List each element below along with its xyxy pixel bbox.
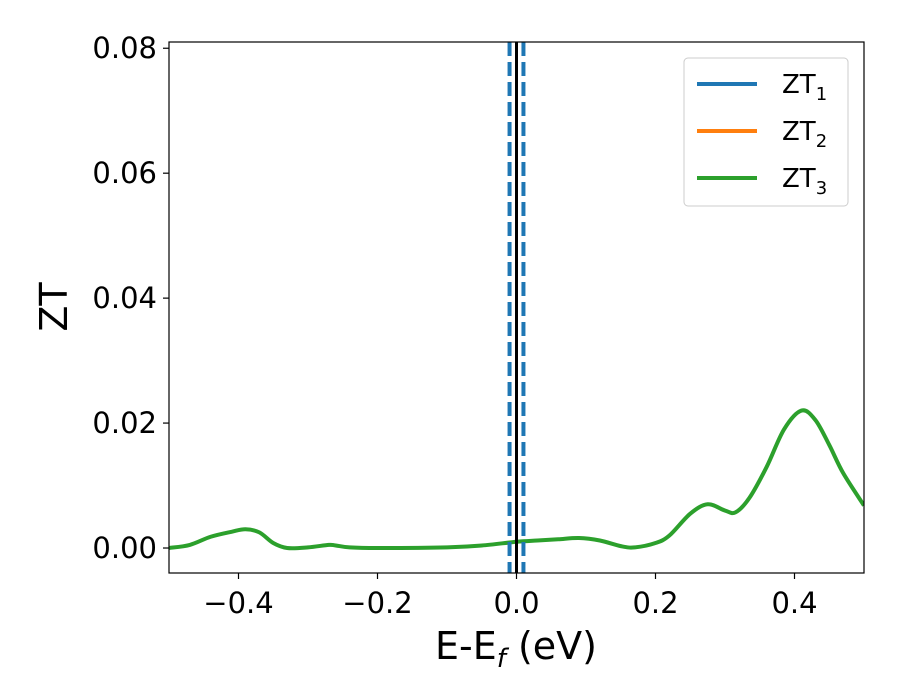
- x-tick-label: −0.4: [203, 586, 273, 620]
- x-tick-label: −0.2: [342, 586, 412, 620]
- legend-box: [683, 57, 849, 207]
- y-tick-label: 0.06: [92, 156, 157, 190]
- x-axis-label-unit: (eV): [506, 624, 597, 668]
- x-tick-label: 0.4: [771, 586, 817, 620]
- y-axis-ticks: 0.00 0.02 0.04 0.06 0.08: [92, 31, 169, 565]
- legend: ZT1 ZT2 ZT3: [683, 57, 849, 207]
- series-layer: [169, 408, 864, 551]
- y-tick-label: 0.00: [92, 531, 157, 565]
- y-tick-label: 0.04: [92, 281, 157, 315]
- series-line-zt3: [169, 408, 864, 551]
- x-tick-label: 0.2: [632, 586, 678, 620]
- reference-lines: [507, 42, 526, 573]
- legend-label-zt2: ZT2: [782, 117, 827, 152]
- legend-label-zt1: ZT1: [782, 70, 827, 105]
- y-tick-label: 0.08: [92, 31, 157, 65]
- x-tick-label: 0.0: [493, 586, 539, 620]
- legend-label-zt3: ZT3: [782, 164, 827, 199]
- x-axis-label: E-Ef (eV): [435, 624, 597, 674]
- y-tick-label: 0.02: [92, 406, 157, 440]
- x-axis-label-main: E-E: [435, 624, 497, 668]
- y-axis-label: ZT: [32, 282, 76, 332]
- x-axis-ticks: −0.4 −0.2 0.0 0.2 0.4: [203, 573, 818, 620]
